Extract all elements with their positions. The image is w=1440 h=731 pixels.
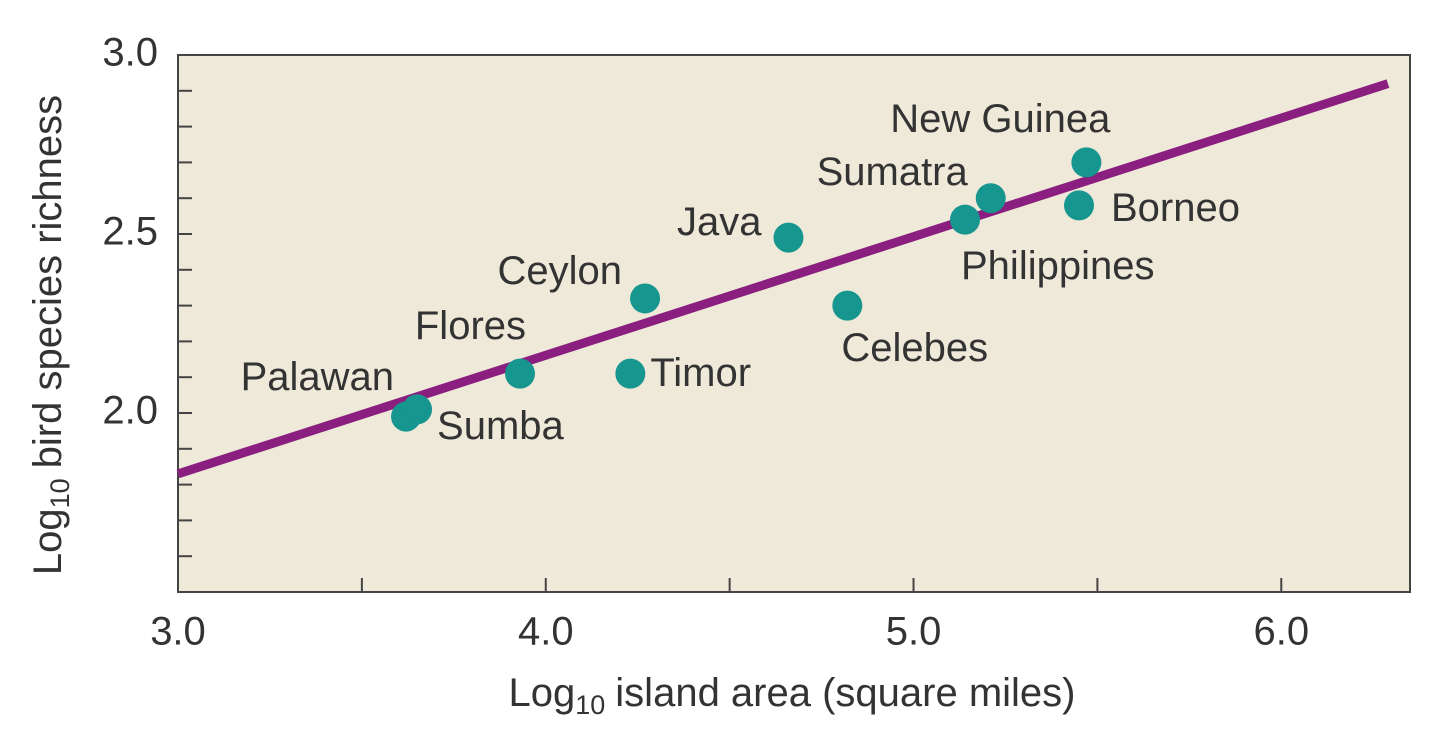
point <box>773 222 804 253</box>
point <box>505 358 536 389</box>
x-label-prefix: Log <box>509 671 576 715</box>
point <box>1064 190 1095 221</box>
point-label: Java <box>677 200 762 244</box>
point-label: Timor <box>650 351 751 395</box>
point-label: Philippines <box>961 244 1154 288</box>
x-tick-label: 6.0 <box>1253 610 1309 654</box>
point <box>950 204 981 235</box>
point <box>832 290 863 321</box>
x-axis-label: Log10 island area (square miles) <box>509 671 1076 721</box>
y-axis-label: Log10 bird species richness <box>26 95 76 575</box>
point <box>975 183 1006 214</box>
x-label-sub: 10 <box>575 690 605 720</box>
point-label: Borneo <box>1111 186 1240 230</box>
point-label: Sumba <box>437 404 564 448</box>
point-label: Flores <box>415 304 526 348</box>
point <box>1071 147 1102 178</box>
point-label: Celebes <box>841 326 988 370</box>
x-tick-label: 3.0 <box>150 610 206 654</box>
y-tick-label: 2.5 <box>102 210 158 254</box>
point-label: Sumatra <box>817 150 969 194</box>
point-label: New Guinea <box>890 97 1111 141</box>
y-label-rest: bird species richness <box>26 95 70 469</box>
point <box>615 358 646 389</box>
x-tick-label: 5.0 <box>886 610 942 654</box>
y-tick-label: 2.0 <box>102 389 158 433</box>
y-label-prefix: Log <box>26 508 70 575</box>
y-label-sub: 10 <box>45 478 75 508</box>
point <box>402 394 433 425</box>
y-tick-label: 3.0 <box>102 31 158 75</box>
point <box>630 283 661 314</box>
point-label: Ceylon <box>498 249 623 293</box>
point-label: Palawan <box>241 355 394 399</box>
x-tick-label: 4.0 <box>518 610 574 654</box>
x-label-rest: island area (square miles) <box>615 671 1075 715</box>
fit-line <box>176 79 1390 479</box>
